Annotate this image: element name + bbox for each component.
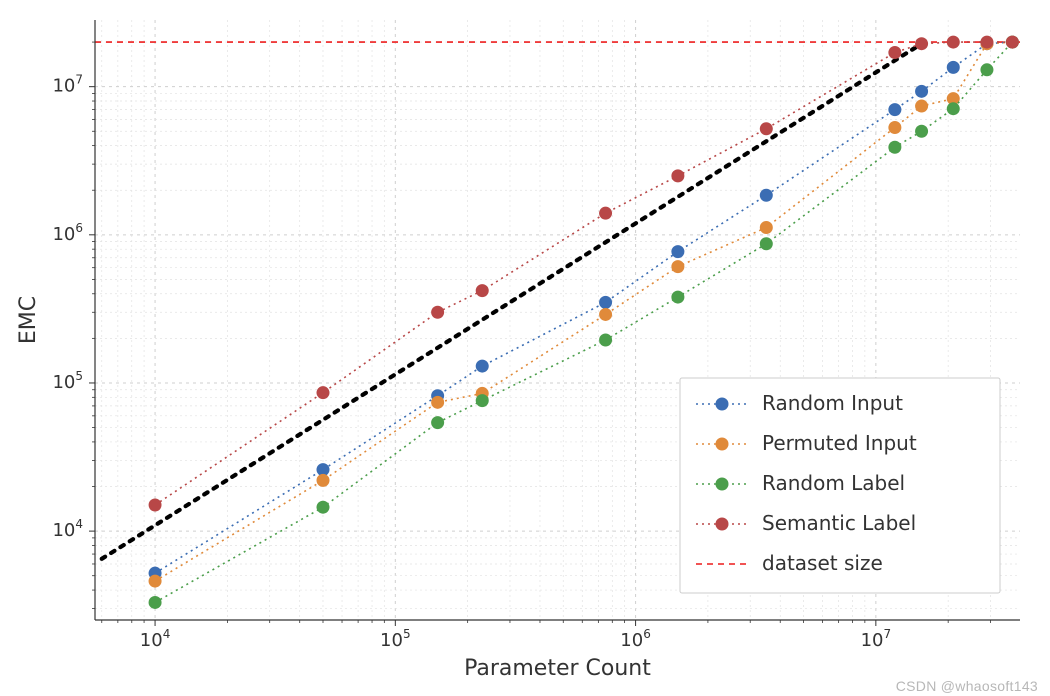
data-point <box>599 333 612 346</box>
chart-container: 104105106107104105106107Parameter CountE… <box>0 0 1050 696</box>
x-axis-label: Parameter Count <box>464 656 651 681</box>
data-point <box>760 237 773 250</box>
data-point <box>671 245 684 258</box>
data-point <box>599 207 612 220</box>
data-point <box>888 46 901 59</box>
data-point <box>599 308 612 321</box>
data-point <box>599 296 612 309</box>
data-point <box>431 396 444 409</box>
data-point <box>671 291 684 304</box>
legend: Random Input Permuted Input Random Label Se… <box>680 378 1000 593</box>
data-point <box>947 36 960 49</box>
legend-label: Permuted Input <box>762 431 917 455</box>
data-point <box>431 306 444 319</box>
data-point <box>316 386 329 399</box>
data-point <box>476 284 489 297</box>
data-point <box>1006 36 1019 49</box>
data-point <box>915 37 928 50</box>
data-point <box>915 85 928 98</box>
data-point <box>888 141 901 154</box>
data-point <box>888 121 901 134</box>
data-point <box>316 501 329 514</box>
legend-swatch-marker <box>716 438 729 451</box>
data-point <box>760 221 773 234</box>
data-point <box>915 125 928 138</box>
data-point <box>980 63 993 76</box>
y-axis-label: EMC <box>16 296 41 344</box>
data-point <box>476 360 489 373</box>
data-point <box>947 61 960 74</box>
data-point <box>476 394 489 407</box>
data-point <box>671 169 684 182</box>
legend-label: Semantic Label <box>762 511 916 535</box>
legend-swatch-marker <box>716 398 729 411</box>
data-point <box>149 575 162 588</box>
data-point <box>149 596 162 609</box>
data-point <box>888 103 901 116</box>
legend-swatch-marker <box>716 518 729 531</box>
data-point <box>431 416 444 429</box>
data-point <box>671 260 684 273</box>
legend-label: Random Input <box>762 391 903 415</box>
watermark: CSDN @whaosoft143 <box>896 678 1038 694</box>
data-point <box>760 122 773 135</box>
data-point <box>316 474 329 487</box>
legend-label: Random Label <box>762 471 905 495</box>
data-point <box>149 499 162 512</box>
legend-label: dataset size <box>762 551 883 575</box>
data-point <box>915 100 928 113</box>
data-point <box>947 102 960 115</box>
data-point <box>980 36 993 49</box>
legend-swatch-marker <box>716 478 729 491</box>
data-point <box>760 189 773 202</box>
chart-svg: 104105106107104105106107Parameter CountE… <box>0 0 1050 696</box>
